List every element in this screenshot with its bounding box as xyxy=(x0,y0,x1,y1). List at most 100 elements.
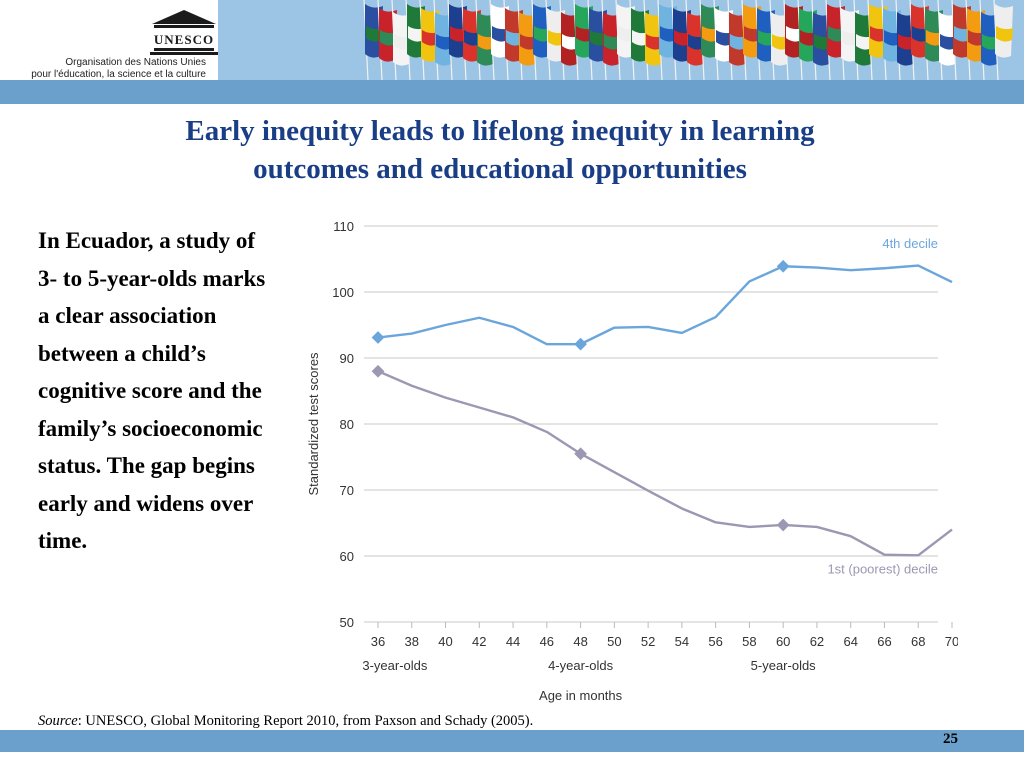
footer-band xyxy=(0,730,1024,752)
flag-stripe xyxy=(940,34,957,50)
age-group-labels: 3-year-olds 4-year-olds 5-year-olds xyxy=(362,658,816,673)
org-name-line2: pour l'éducation, la science et la cultu… xyxy=(31,69,206,80)
page-number: 25 xyxy=(943,731,958,747)
flag-stripe xyxy=(912,26,929,42)
flag-stripe xyxy=(814,34,831,50)
x-tick-label: 52 xyxy=(641,634,655,649)
flag-stripe xyxy=(492,26,509,42)
x-tick-label: 46 xyxy=(540,634,554,649)
flag-stripe xyxy=(744,26,761,42)
series-marker xyxy=(776,518,790,532)
flag-stripe xyxy=(366,26,383,42)
series-marker xyxy=(574,337,587,351)
slide-title: Early inequity leads to lifelong inequit… xyxy=(100,112,900,188)
flag-stripe xyxy=(828,26,845,42)
flag-stripe xyxy=(982,34,999,50)
x-tick-label: 42 xyxy=(472,634,486,649)
flag-stripe xyxy=(856,34,873,50)
flag-stripe xyxy=(884,30,901,46)
org-name-line1: Organisation des Nations Unies xyxy=(65,57,206,68)
flag-stripe xyxy=(576,26,593,42)
flag-stripe xyxy=(716,30,733,46)
flag-stripe xyxy=(842,30,859,46)
x-tick-label: 40 xyxy=(438,634,452,649)
flag-stripe xyxy=(478,34,495,50)
x-tick-labels: 36 38 40 42 44 46 48 50 52 54 56 58 60 62 64 66 68 70 xyxy=(371,622,958,649)
series-marker xyxy=(371,331,385,344)
flag-stripe xyxy=(548,30,565,46)
flag-stripe xyxy=(590,30,607,46)
source-label: Source xyxy=(38,713,78,729)
x-tick-label: 44 xyxy=(506,634,520,649)
x-tick-label: 60 xyxy=(776,634,790,649)
y-tick-label: 90 xyxy=(340,351,354,366)
flag-stripe xyxy=(660,26,677,42)
x-tick-label: 68 xyxy=(911,634,925,649)
flag-stripe xyxy=(436,34,453,50)
flag-stripe xyxy=(520,34,537,50)
y-axis-label: Standardized test scores xyxy=(306,352,321,496)
y-tick-label: 50 xyxy=(340,615,354,630)
x-tick-label: 38 xyxy=(405,634,419,649)
x-tick-label: 62 xyxy=(810,634,824,649)
flag-stripe xyxy=(562,34,579,50)
x-tick-label: 50 xyxy=(607,634,621,649)
x-tick-label: 66 xyxy=(877,634,891,649)
x-tick-label: 58 xyxy=(742,634,756,649)
x-tick-label: 70 xyxy=(945,634,958,649)
flag-stripe xyxy=(954,26,971,42)
title-line-1: Early inequity leads to lifelong inequit… xyxy=(185,115,815,147)
age-group-label: 3-year-olds xyxy=(362,658,428,673)
flag-stripe xyxy=(450,26,467,42)
x-tick-label: 56 xyxy=(708,634,722,649)
y-tick-label: 80 xyxy=(340,417,354,432)
flag-stripe xyxy=(758,30,775,46)
series-line xyxy=(377,370,953,557)
flag-stripe xyxy=(800,30,817,46)
slide-header: UNESCO Organisation des Nations Unies po… xyxy=(0,0,1024,80)
chart-series: 4th decile 1st (poorest) decile xyxy=(371,236,953,576)
flag-stripe xyxy=(786,26,803,42)
x-tick-label: 48 xyxy=(573,634,587,649)
source-citation: Source: UNESCO, Global Monitoring Report… xyxy=(38,713,533,730)
flag-stripe xyxy=(688,34,705,50)
unesco-logo: UNESCO Organisation des Nations Unies po… xyxy=(14,4,218,80)
x-tick-label: 54 xyxy=(675,634,689,649)
flag-stripe xyxy=(926,30,943,46)
header-band xyxy=(0,80,1024,104)
age-group-label: 4-year-olds xyxy=(548,658,614,673)
flag-stripe xyxy=(618,26,635,42)
flag-stripe xyxy=(464,30,481,46)
flag-stripe xyxy=(394,34,411,50)
series-marker xyxy=(371,364,385,378)
x-tick-label: 36 xyxy=(371,634,385,649)
title-line-2: outcomes and educational opportunities xyxy=(253,153,747,185)
flag-stripe xyxy=(380,30,397,46)
series-line xyxy=(377,264,953,346)
x-axis-label: Age in months xyxy=(539,688,623,703)
flag-stripe xyxy=(408,26,425,42)
flag-stripe xyxy=(632,30,649,46)
body-paragraph: In Ecuador, a study of 3- to 5-year-olds… xyxy=(38,228,266,553)
flag-stripe xyxy=(604,34,621,50)
series-marker xyxy=(574,447,587,461)
flag-stripe xyxy=(730,34,747,50)
flag-stripe xyxy=(772,34,789,50)
series-legend-label: 4th decile xyxy=(882,236,938,251)
y-tick-label: 70 xyxy=(340,483,354,498)
unesco-temple-icon: UNESCO xyxy=(150,10,218,55)
y-tick-label: 100 xyxy=(332,285,354,300)
source-text: : UNESCO, Global Monitoring Report 2010,… xyxy=(77,713,534,729)
flag-stripe xyxy=(674,30,691,46)
x-tick-label: 64 xyxy=(843,634,857,649)
flag-stripe xyxy=(996,26,1013,42)
y-tick-label: 60 xyxy=(340,549,354,564)
flag-stripe xyxy=(898,34,915,50)
flag-stripe xyxy=(702,26,719,42)
line-chart: 50 60 70 80 90 100 110 36 38 40 42 44 46 48 50 52 54 56 5… xyxy=(306,219,958,703)
series-marker xyxy=(776,259,790,273)
logo-wordmark: UNESCO xyxy=(154,32,214,47)
y-tick-label: 110 xyxy=(333,219,354,234)
flag-stripe xyxy=(534,26,551,42)
flag-stripe xyxy=(422,30,439,46)
